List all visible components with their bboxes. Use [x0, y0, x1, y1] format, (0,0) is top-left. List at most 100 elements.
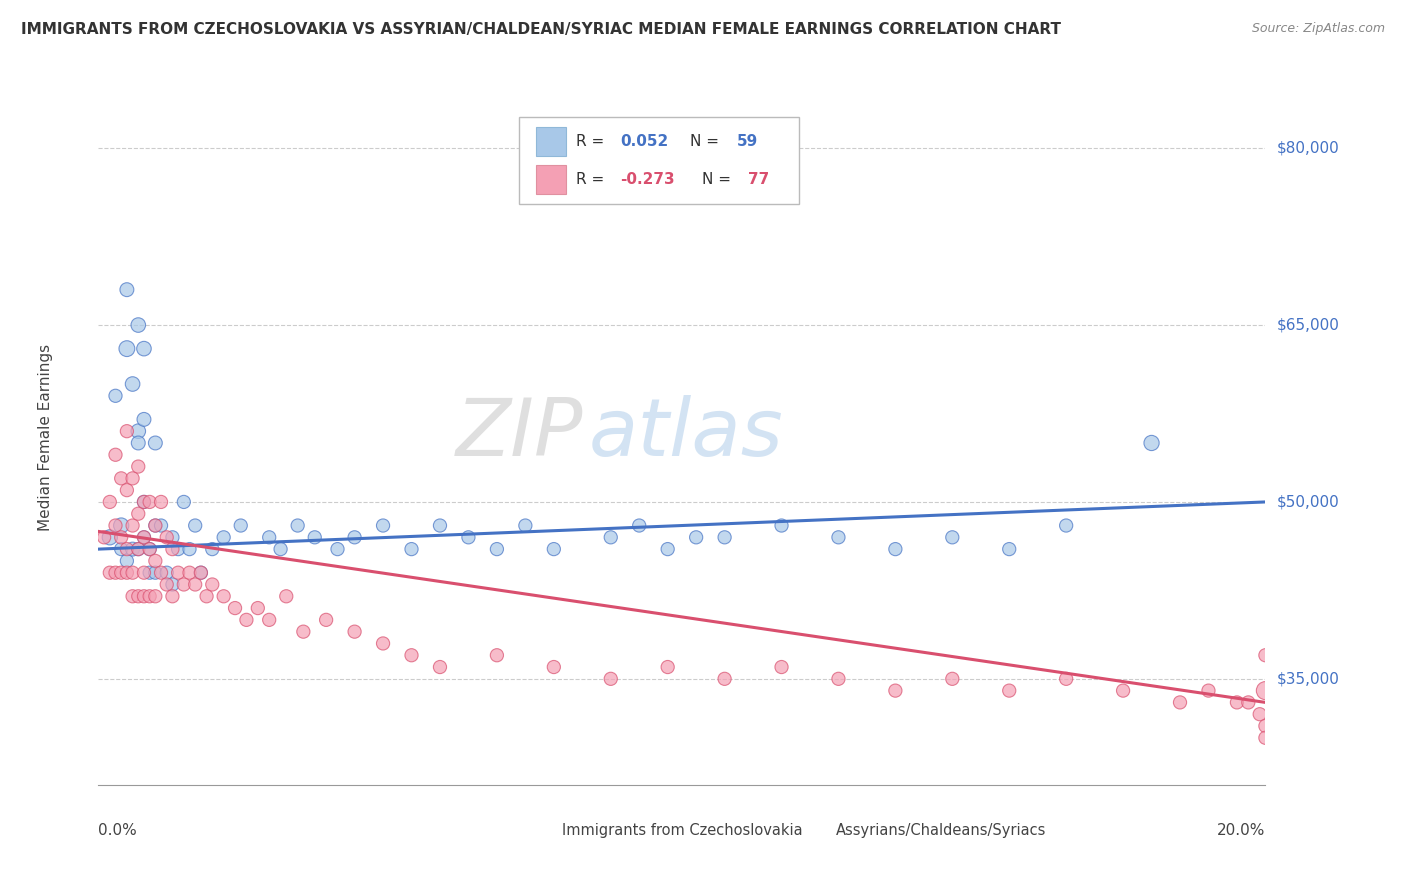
Point: [685, 530, 707, 544]
Point: [104, 448, 127, 462]
Point: [138, 542, 160, 557]
Text: $35,000: $35,000: [1277, 672, 1340, 686]
Point: [599, 530, 621, 544]
Point: [1254, 648, 1277, 663]
Point: [115, 424, 138, 438]
Point: [104, 566, 127, 580]
Text: N =: N =: [702, 172, 741, 187]
Point: [371, 518, 394, 533]
Point: [143, 436, 166, 450]
Point: [401, 542, 423, 557]
Point: [98, 530, 121, 544]
Point: [121, 542, 143, 557]
Text: -0.273: -0.273: [620, 172, 675, 187]
Text: N =: N =: [690, 134, 728, 149]
Point: [1254, 683, 1277, 698]
Point: [110, 518, 132, 533]
Point: [343, 530, 366, 544]
Point: [257, 530, 280, 544]
Point: [173, 577, 195, 591]
Point: [190, 566, 212, 580]
Text: $80,000: $80,000: [1277, 141, 1340, 156]
Point: [143, 518, 166, 533]
Point: [115, 542, 138, 557]
Point: [121, 589, 143, 603]
Point: [143, 589, 166, 603]
Point: [212, 589, 235, 603]
Point: [110, 530, 132, 544]
Point: [138, 495, 160, 509]
Point: [162, 542, 184, 557]
Text: 0.052: 0.052: [620, 134, 668, 149]
Point: [104, 389, 127, 403]
Point: [224, 601, 246, 615]
Point: [150, 518, 173, 533]
Point: [162, 577, 184, 591]
Point: [485, 648, 508, 663]
Point: [713, 530, 735, 544]
Point: [184, 577, 207, 591]
Point: [1168, 695, 1191, 709]
Text: ZIP: ZIP: [456, 394, 582, 473]
Point: [827, 530, 849, 544]
Point: [127, 424, 149, 438]
Point: [941, 672, 963, 686]
Point: [190, 566, 212, 580]
Point: [138, 589, 160, 603]
Point: [292, 624, 315, 639]
Point: [884, 683, 907, 698]
Point: [315, 613, 337, 627]
Point: [543, 542, 565, 557]
Point: [229, 518, 252, 533]
Point: [770, 660, 793, 674]
Point: [201, 577, 224, 591]
Point: [998, 542, 1021, 557]
Point: [457, 530, 479, 544]
Point: [132, 589, 155, 603]
Point: [429, 518, 451, 533]
Point: [167, 542, 190, 557]
Point: [162, 589, 184, 603]
Point: [657, 542, 679, 557]
Point: [543, 660, 565, 674]
Point: [104, 518, 127, 533]
Point: [132, 495, 155, 509]
Point: [1226, 695, 1249, 709]
Point: [127, 459, 149, 474]
Point: [212, 530, 235, 544]
Point: [1254, 719, 1277, 733]
Point: [143, 554, 166, 568]
Point: [121, 566, 143, 580]
Point: [195, 589, 218, 603]
Point: [98, 566, 121, 580]
Point: [132, 495, 155, 509]
Text: $65,000: $65,000: [1277, 318, 1340, 333]
Point: [132, 530, 155, 544]
Point: [110, 471, 132, 485]
Point: [156, 577, 179, 591]
Point: [429, 660, 451, 674]
Point: [1140, 436, 1163, 450]
Point: [884, 542, 907, 557]
Text: Immigrants from Czechoslovakia: Immigrants from Czechoslovakia: [562, 822, 803, 838]
Point: [127, 318, 149, 332]
Point: [115, 566, 138, 580]
Point: [115, 554, 138, 568]
Point: [276, 589, 298, 603]
Point: [1112, 683, 1135, 698]
Point: [257, 613, 280, 627]
Point: [121, 471, 143, 485]
Point: [150, 566, 173, 580]
Point: [326, 542, 349, 557]
Point: [713, 672, 735, 686]
Point: [1237, 695, 1260, 709]
Point: [162, 530, 184, 544]
Text: 20.0%: 20.0%: [1218, 823, 1265, 838]
Text: 59: 59: [737, 134, 758, 149]
Point: [93, 530, 115, 544]
Point: [515, 518, 537, 533]
Point: [184, 518, 207, 533]
Point: [304, 530, 326, 544]
Point: [1198, 683, 1220, 698]
Point: [121, 518, 143, 533]
